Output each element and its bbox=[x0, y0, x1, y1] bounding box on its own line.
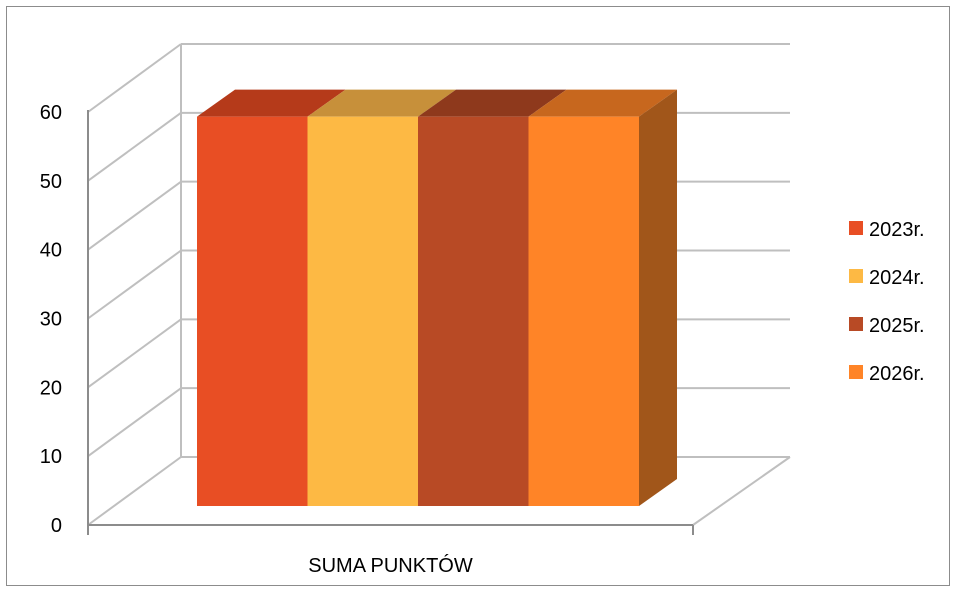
legend: 2023r. 2024r. 2025r. 2026r. bbox=[849, 219, 925, 385]
legend-label-2: 2025r. bbox=[869, 315, 925, 337]
gridline-side-2 bbox=[87, 318, 182, 389]
legend-swatch-2 bbox=[849, 317, 863, 331]
y-tick-label-5: 50 bbox=[40, 171, 62, 193]
bars bbox=[197, 89, 677, 507]
y-tick-label-3: 30 bbox=[40, 309, 62, 331]
bar-2 bbox=[418, 116, 529, 507]
legend-swatch-1 bbox=[849, 269, 863, 283]
x-axis-labels: SUMA PUNKTÓW bbox=[308, 554, 473, 577]
gridline-side-5 bbox=[87, 112, 182, 182]
bar-top-3 bbox=[528, 89, 677, 117]
bar-top-2 bbox=[418, 89, 567, 117]
gridline-side-3 bbox=[87, 249, 182, 320]
gridline-side-6 bbox=[87, 43, 182, 113]
y-axis-tick-labels: 0 10 20 30 40 50 60 bbox=[40, 102, 62, 537]
bar-0 bbox=[197, 116, 308, 507]
bar-top-0 bbox=[197, 89, 346, 117]
legend-label-3: 2026r. bbox=[869, 363, 925, 385]
bar-side-3 bbox=[639, 89, 677, 507]
gridline-side-0 bbox=[87, 456, 182, 526]
y-tick-label-2: 20 bbox=[40, 377, 62, 399]
x-category-label-0: SUMA PUNKTÓW bbox=[308, 554, 473, 577]
bar-top-1 bbox=[307, 89, 456, 117]
bar-1 bbox=[307, 116, 418, 507]
y-tick-label-6: 60 bbox=[40, 102, 62, 124]
legend-label-0: 2023r. bbox=[869, 219, 925, 241]
legend-swatch-3 bbox=[849, 365, 863, 379]
gridline-side-4 bbox=[87, 180, 182, 251]
axis-lines bbox=[87, 110, 694, 535]
floor-right-edge bbox=[692, 456, 791, 526]
gridline-side-1 bbox=[87, 387, 182, 457]
y-tick-label-0: 0 bbox=[51, 515, 62, 537]
legend-label-1: 2024r. bbox=[869, 267, 925, 289]
legend-swatch-0 bbox=[849, 221, 863, 235]
y-tick-label-4: 40 bbox=[40, 240, 62, 262]
bar-3 bbox=[528, 116, 639, 507]
y-tick-label-1: 10 bbox=[40, 446, 62, 468]
